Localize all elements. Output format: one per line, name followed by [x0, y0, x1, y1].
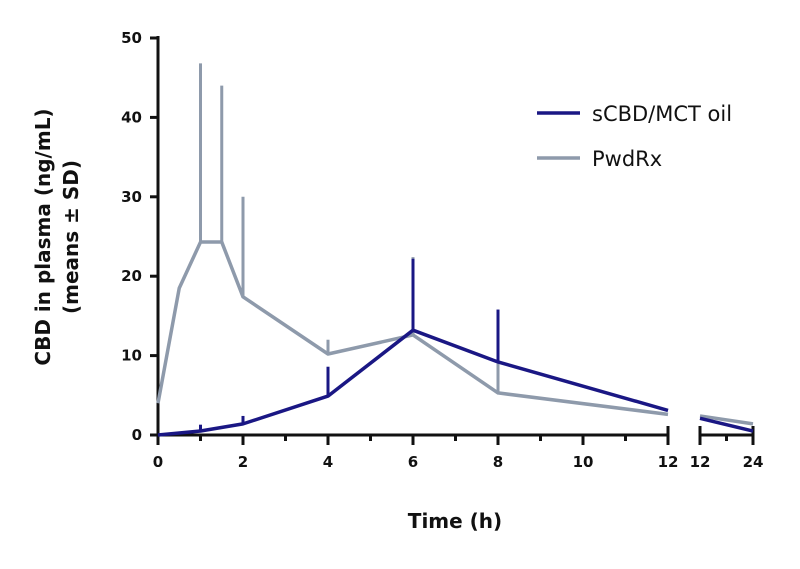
y-tick-label: 40: [121, 108, 142, 126]
series-line-pwdrx-24h: [699, 414, 754, 426]
y-tick-label: 20: [121, 267, 142, 285]
axes: [150, 36, 755, 445]
y-tick-label: 50: [121, 29, 142, 47]
y-tick-label: 30: [121, 188, 142, 206]
x-tick-label: 10: [573, 453, 594, 471]
series-line-scbd-24h: [699, 416, 754, 433]
series-line-scbd: [157, 328, 669, 437]
x-tick-label: 12: [690, 453, 711, 471]
x-tick-label: 0: [153, 453, 163, 471]
series-pwdrx: [156, 63, 754, 426]
y-axis-title-line2: (means ± SD): [59, 160, 83, 314]
y-tick-label: 0: [132, 426, 142, 444]
legend-label-scbd: sCBD/MCT oil: [592, 102, 732, 126]
legend: sCBD/MCT oil PwdRx: [537, 102, 732, 171]
x-axis-title: Time (h): [408, 509, 502, 533]
y-tick-label: 10: [121, 347, 142, 365]
y-axis-title-line1: CBD in plasma (ng/mL): [31, 108, 55, 365]
x-tick-label: 4: [323, 453, 333, 471]
legend-label-pwdrx: PwdRx: [592, 147, 662, 171]
x-tick-label: 12: [658, 453, 679, 471]
series-scbd: [157, 258, 754, 437]
chart-marks: [156, 63, 754, 437]
x-tick-label: 24: [743, 453, 764, 471]
x-tick-label: 8: [493, 453, 503, 471]
x-tick-label: 6: [408, 453, 418, 471]
x-tick-label: 2: [238, 453, 248, 471]
